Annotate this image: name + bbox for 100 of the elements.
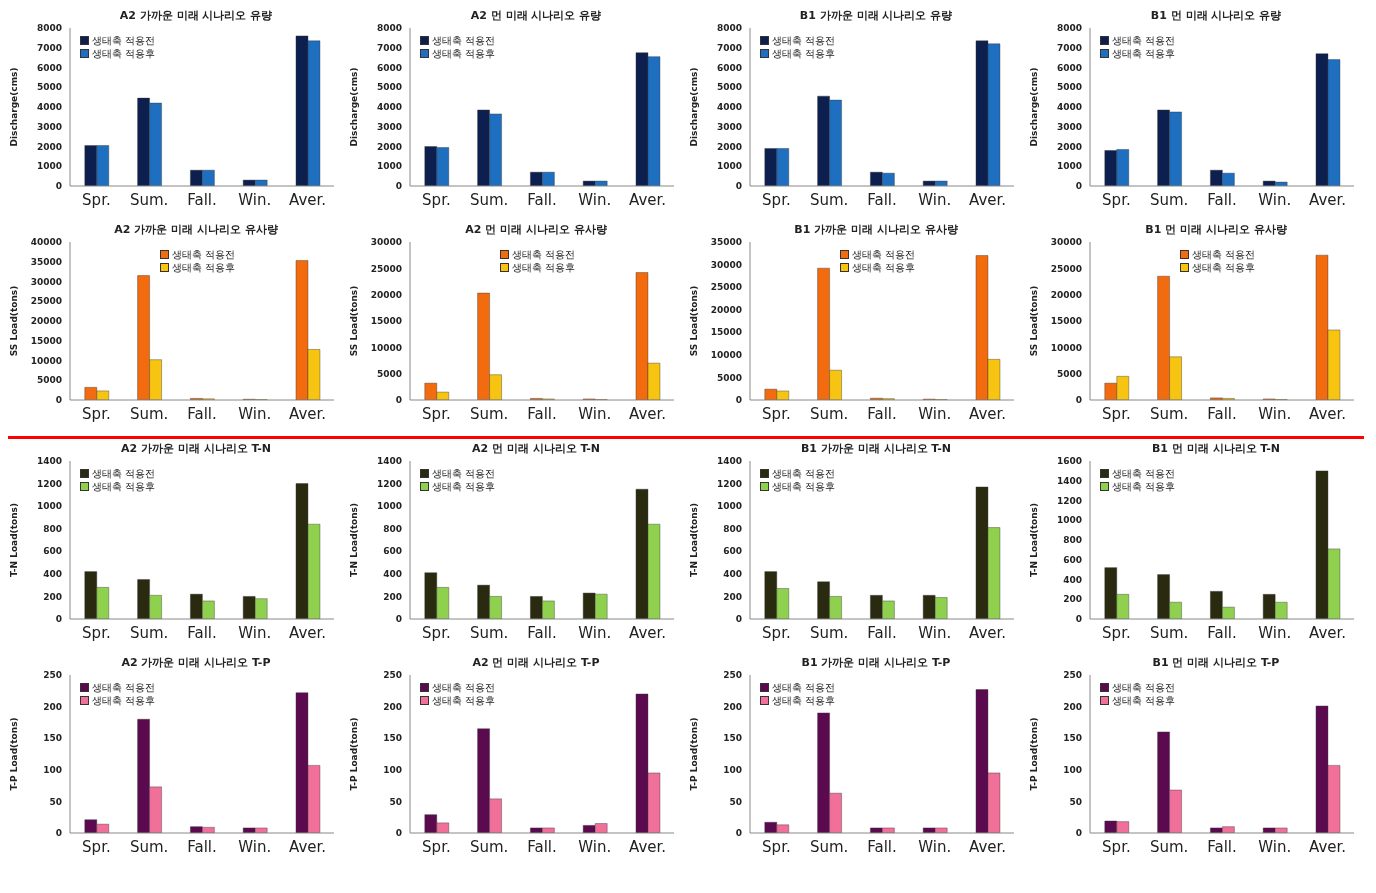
x-tick-label: Spr. — [762, 623, 791, 642]
y-tick-label: 30000 — [1050, 237, 1082, 248]
x-tick-label: Spr. — [1102, 837, 1131, 856]
y-tick-label: 200 — [723, 591, 742, 602]
x-tick-label: Fall. — [1207, 190, 1237, 209]
y-tick-label: 1000 — [376, 501, 402, 512]
x-tick-label: Sum. — [469, 190, 509, 209]
y-tick-label: 200 — [43, 591, 62, 602]
y-axis-title: T-N Load(tons) — [1029, 502, 1040, 578]
y-tick-label: 7000 — [716, 42, 742, 53]
legend-label: 생태축 적용후 — [1112, 480, 1176, 493]
legend-label: 생태축 적용후 — [1112, 694, 1176, 707]
x-tick-label: Fall. — [867, 623, 897, 642]
x-tick-label: Win. — [1258, 190, 1292, 209]
y-tick-label: 30000 — [30, 276, 62, 287]
y-tick-label: 1000 — [376, 161, 402, 172]
legend-label: 생태축 적용후 — [512, 261, 576, 274]
chart-title: B1 가까운 미래 시나리오 T-N — [800, 441, 952, 457]
y-tick-label: 0 — [395, 181, 402, 192]
y-tick-label: 200 — [43, 701, 62, 712]
y-tick-label: 0 — [55, 395, 62, 406]
y-tick-label: 15000 — [1050, 316, 1082, 327]
chart-title: B1 가까운 미래 시나리오 유량 — [798, 8, 954, 24]
x-tick-label: Spr. — [422, 837, 451, 856]
y-tick-label: 15000 — [30, 335, 62, 346]
y-tick-label: 400 — [723, 569, 742, 580]
x-tick-label: Sum. — [809, 404, 849, 423]
y-tick-label: 150 — [1063, 733, 1082, 744]
x-tick-label: Aver. — [289, 837, 327, 856]
legend-label: 생태축 적용전 — [432, 681, 496, 694]
y-tick-label: 0 — [55, 828, 62, 839]
x-tick-label: Aver. — [969, 190, 1007, 209]
y-axis-title: T-P Load(tons) — [349, 717, 360, 791]
x-tick-label: Fall. — [867, 190, 897, 209]
y-tick-label: 0 — [1075, 395, 1082, 406]
x-tick-label: Win. — [238, 190, 272, 209]
y-tick-label: 0 — [395, 614, 402, 625]
legend-label: 생태축 적용전 — [772, 681, 836, 694]
x-tick-label: Fall. — [187, 623, 217, 642]
chart-title: B1 먼 미래 시나리오 T-N — [1151, 441, 1281, 457]
y-tick-label: 150 — [43, 733, 62, 744]
x-tick-label: Fall. — [1207, 837, 1237, 856]
y-tick-label: 5000 — [376, 82, 402, 93]
x-tick-label: Aver. — [1309, 190, 1347, 209]
x-tick-label: Sum. — [809, 837, 849, 856]
legend-label: 생태축 적용전 — [92, 34, 156, 47]
legend-label: 생태축 적용후 — [432, 47, 496, 60]
y-tick-label: 5000 — [36, 82, 62, 93]
x-tick-label: Aver. — [1309, 837, 1347, 856]
y-tick-label: 100 — [1063, 764, 1082, 775]
y-tick-label: 1400 — [376, 456, 402, 467]
chart-title: A2 먼 미래 시나리오 T-P — [471, 655, 601, 671]
legend-label: 생태축 적용전 — [432, 34, 496, 47]
x-tick-label: Sum. — [469, 623, 509, 642]
x-tick-label: Aver. — [289, 404, 327, 423]
legend-label: 생태축 적용후 — [1192, 261, 1256, 274]
y-tick-label: 10000 — [710, 350, 742, 361]
x-tick-label: Aver. — [629, 623, 667, 642]
chart-title: B1 먼 미래 시나리오 유량 — [1149, 8, 1283, 24]
y-tick-label: 1200 — [376, 478, 402, 489]
legend-label: 생태축 적용후 — [432, 480, 496, 493]
y-tick-label: 200 — [723, 701, 742, 712]
y-tick-label: 0 — [735, 181, 742, 192]
y-axis-title: SS Load(tons) — [9, 285, 20, 357]
y-axis-title: SS Load(tons) — [1029, 285, 1040, 357]
x-tick-label: Fall. — [187, 404, 217, 423]
chart-title: B1 가까운 미래 시나리오 T-P — [800, 655, 952, 671]
x-tick-label: Aver. — [969, 837, 1007, 856]
legend-label: 생태축 적용전 — [772, 467, 836, 480]
y-tick-label: 35000 — [30, 256, 62, 267]
y-tick-label: 1000 — [36, 501, 62, 512]
y-tick-label: 0 — [735, 828, 742, 839]
chart-title: A2 가까운 미래 시나리오 T-P — [120, 655, 272, 671]
y-tick-label: 50 — [729, 796, 742, 807]
x-tick-label: Win. — [238, 837, 272, 856]
legend-label: 생태축 적용후 — [92, 47, 156, 60]
legend-label: 생태축 적용후 — [92, 694, 156, 707]
x-tick-label: Win. — [578, 404, 612, 423]
x-tick-label: Sum. — [1149, 190, 1189, 209]
y-tick-label: 10000 — [1050, 342, 1082, 353]
y-tick-label: 1600 — [1056, 456, 1082, 467]
x-tick-label: Win. — [238, 404, 272, 423]
y-tick-label: 1200 — [1056, 495, 1082, 506]
legend-label: 생태축 적용전 — [92, 467, 156, 480]
x-tick-label: Sum. — [809, 190, 849, 209]
y-axis-title: Discharge(cms) — [689, 67, 700, 147]
x-tick-label: Sum. — [1149, 404, 1189, 423]
legend-label: 생태축 적용전 — [512, 248, 576, 261]
y-tick-label: 7000 — [36, 42, 62, 53]
y-tick-label: 5000 — [1056, 368, 1082, 379]
y-tick-label: 1400 — [1056, 475, 1082, 486]
y-tick-label: 15000 — [710, 327, 742, 338]
y-tick-label: 1400 — [716, 456, 742, 467]
legend-label: 생태축 적용후 — [432, 694, 496, 707]
y-tick-label: 2000 — [716, 141, 742, 152]
x-tick-label: Fall. — [527, 623, 557, 642]
y-tick-label: 2000 — [36, 141, 62, 152]
y-axis-title: T-P Load(tons) — [9, 717, 20, 791]
y-tick-label: 1400 — [36, 456, 62, 467]
y-axis-title: Discharge(cms) — [349, 67, 360, 147]
